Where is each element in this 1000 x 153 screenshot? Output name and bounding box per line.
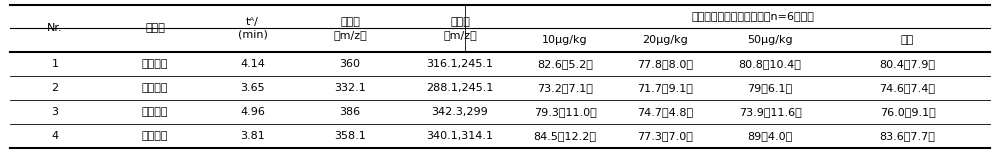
Text: 20μg/kg: 20μg/kg <box>642 35 688 45</box>
Text: 恩诺沙星: 恩诺沙星 <box>142 59 168 69</box>
Text: 3.81: 3.81 <box>240 131 265 141</box>
Text: 平均: 平均 <box>901 35 914 45</box>
Text: 77.3（7.0）: 77.3（7.0） <box>637 131 693 141</box>
Text: 71.7（9.1）: 71.7（9.1） <box>637 83 693 93</box>
Text: 80.4（7.9）: 80.4（7.9） <box>880 59 936 69</box>
Text: 母离子
（m/z）: 母离子 （m/z） <box>333 17 367 39</box>
Text: 89（4.0）: 89（4.0） <box>747 131 793 141</box>
Text: 332.1: 332.1 <box>334 83 366 93</box>
Text: 80.8（10.4）: 80.8（10.4） <box>739 59 801 69</box>
Text: 组分名: 组分名 <box>145 23 165 33</box>
Text: 340.1,314.1: 340.1,314.1 <box>426 131 494 141</box>
Text: 3.65: 3.65 <box>240 83 265 93</box>
Text: 77.8（8.0）: 77.8（8.0） <box>637 59 693 69</box>
Text: 76.0（9.1）: 76.0（9.1） <box>880 107 935 117</box>
Text: 4.14: 4.14 <box>240 59 265 69</box>
Text: 4.96: 4.96 <box>240 107 265 117</box>
Text: 1: 1 <box>52 59 58 69</box>
Text: 子离子
（m/z）: 子离子 （m/z） <box>443 17 477 39</box>
Text: 环丙沙星: 环丙沙星 <box>142 83 168 93</box>
Text: 288.1,245.1: 288.1,245.1 <box>426 83 494 93</box>
Text: 3: 3 <box>52 107 58 117</box>
Text: 2: 2 <box>51 83 59 93</box>
Text: 73.2（7.1）: 73.2（7.1） <box>537 83 593 93</box>
Text: 达氟沙星: 达氟沙星 <box>142 131 168 141</box>
Text: tᴬ/
(min): tᴬ/ (min) <box>238 17 267 39</box>
Text: 73.9（11.6）: 73.9（11.6） <box>739 107 801 117</box>
Text: 79（6.1）: 79（6.1） <box>747 83 793 93</box>
Text: 74.7（4.8）: 74.7（4.8） <box>637 107 693 117</box>
Text: 316.1,245.1: 316.1,245.1 <box>426 59 494 69</box>
Text: 4: 4 <box>51 131 59 141</box>
Text: 386: 386 <box>339 107 361 117</box>
Text: 10μg/kg: 10μg/kg <box>542 35 588 45</box>
Text: 358.1: 358.1 <box>334 131 366 141</box>
Text: 50μg/kg: 50μg/kg <box>747 35 793 45</box>
Text: 82.6（5.2）: 82.6（5.2） <box>537 59 593 69</box>
Text: 84.5（12.2）: 84.5（12.2） <box>534 131 596 141</box>
Text: 回收率（相对标准偏差）（n=6，％）: 回收率（相对标准偏差）（n=6，％） <box>691 11 814 21</box>
Text: 83.6（7.7）: 83.6（7.7） <box>880 131 935 141</box>
Text: Nr.: Nr. <box>47 23 63 33</box>
Text: 79.3（11.0）: 79.3（11.0） <box>534 107 596 117</box>
Text: 360: 360 <box>340 59 360 69</box>
Text: 74.6（7.4）: 74.6（7.4） <box>880 83 936 93</box>
Text: 342.3,299: 342.3,299 <box>432 107 488 117</box>
Text: 沙拉沙星: 沙拉沙星 <box>142 107 168 117</box>
